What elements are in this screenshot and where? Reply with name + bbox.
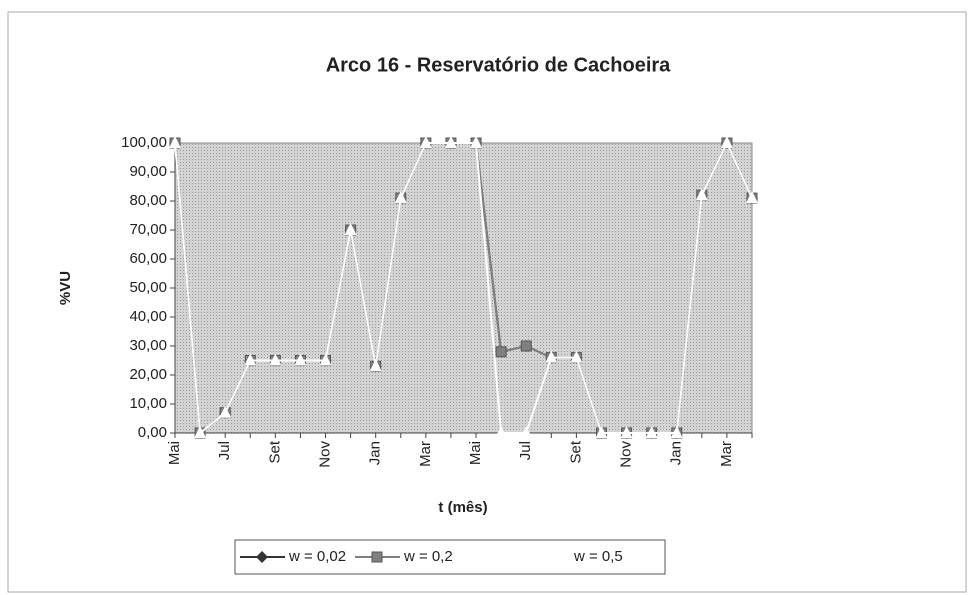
series-marker: [419, 136, 432, 148]
y-tick-label: 70,00: [129, 221, 167, 238]
x-tick-label: Nov: [618, 441, 635, 468]
y-axis-label: %VU: [57, 271, 74, 305]
y-tick-label: 60,00: [129, 250, 167, 267]
series-marker: [219, 405, 232, 418]
x-tick-label: Jan: [367, 441, 384, 465]
series-marker: [169, 136, 181, 148]
series-marker: [595, 426, 608, 438]
y-tick-label: 50,00: [129, 279, 167, 296]
legend-marker: [541, 550, 553, 562]
x-tick-label: Nov: [316, 441, 333, 468]
series-marker: [720, 136, 733, 148]
x-tick-label: Mar: [718, 441, 735, 467]
x-tick-label: Mai: [467, 441, 484, 465]
series-marker: [620, 426, 633, 438]
series-marker: [645, 426, 658, 438]
series-line: [174, 140, 753, 435]
chart-title: Arco 16 - Reservatório de Cachoeira: [326, 54, 671, 76]
series-marker: [495, 426, 508, 438]
series-marker: [746, 191, 758, 204]
series-marker: [545, 350, 558, 363]
series-marker: [520, 426, 533, 438]
x-axis-label: t (mês): [438, 499, 487, 516]
series-marker: [194, 426, 207, 438]
series-marker: [570, 350, 583, 363]
legend-marker: [256, 551, 268, 563]
series-marker: [269, 353, 282, 366]
series-marker: [670, 426, 683, 438]
series-marker: [319, 353, 332, 366]
y-tick-label: 100,00: [121, 134, 167, 151]
series-marker: [470, 136, 483, 148]
plot-area: [174, 142, 753, 434]
x-tick-label: Set: [266, 440, 283, 463]
x-tick-label: Mai: [166, 441, 183, 465]
y-tick-label: 30,00: [129, 337, 167, 354]
x-tick-label: Mar: [417, 441, 434, 467]
x-tick-label: Set: [567, 440, 584, 463]
legend-marker: [371, 551, 383, 563]
series-marker: [520, 340, 532, 352]
y-tick-label: 20,00: [129, 366, 167, 383]
legend-label: w = 0,5: [573, 548, 623, 565]
y-tick-label: 40,00: [129, 308, 167, 325]
series-marker: [695, 188, 708, 201]
series-marker: [369, 359, 382, 372]
y-tick-label: 90,00: [129, 163, 167, 180]
legend: [234, 539, 666, 575]
series-marker: [244, 353, 257, 366]
series-marker: [444, 136, 457, 148]
y-tick-label: 80,00: [129, 192, 167, 209]
x-tick-label: Jul: [517, 441, 534, 460]
legend-label: w = 0,2: [403, 548, 453, 565]
series-marker: [344, 223, 357, 235]
y-tick-label: 10,00: [129, 395, 167, 412]
legend-label: w = 0,02: [288, 548, 346, 565]
series-marker: [394, 191, 407, 204]
x-tick-label: Jul: [216, 441, 233, 460]
series-marker: [495, 346, 507, 358]
y-tick-label: 0,00: [138, 424, 167, 441]
x-tick-label: Jan: [668, 441, 685, 465]
series-marker: [294, 353, 307, 366]
